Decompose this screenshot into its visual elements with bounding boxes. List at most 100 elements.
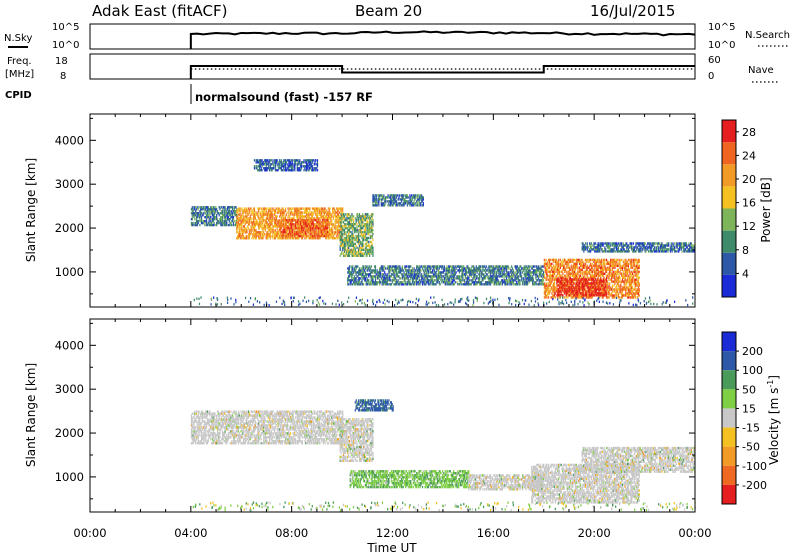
- scatter-cell: [271, 235, 273, 238]
- scatter-cell: [404, 202, 406, 205]
- scatter-cell: [343, 223, 346, 226]
- scatter-cell: [350, 281, 352, 284]
- scatter-cell: [281, 224, 283, 228]
- scatter-cell: [318, 230, 320, 234]
- scatter-cell: [375, 196, 377, 199]
- scatter-cell: [330, 233, 332, 236]
- scatter-cell: [279, 213, 282, 216]
- scatter-cell: [205, 217, 208, 221]
- scatter-cell: [236, 208, 238, 211]
- scatter-cell: [326, 219, 329, 222]
- scatter-cell: [352, 279, 354, 282]
- scatter-cell: [268, 229, 271, 232]
- scatter-cell: [259, 235, 261, 238]
- scatter-cell: [287, 226, 289, 230]
- scatter-cell: [280, 223, 282, 226]
- scatter-cell: [257, 221, 259, 224]
- scatter-cell: [372, 283, 374, 286]
- scatter-cell: [215, 210, 217, 213]
- scatter-cell: [228, 223, 230, 227]
- scatter-cell: [253, 223, 256, 226]
- scatter-cell: [416, 200, 419, 203]
- scatter-cell: [287, 231, 289, 234]
- scatter-cell: [347, 254, 349, 257]
- scatter-cell: [316, 224, 319, 228]
- scatter-cell: [384, 204, 386, 207]
- scatter-cell: [401, 196, 403, 199]
- scatter-cell: [310, 227, 313, 230]
- scatter-cell: [358, 271, 360, 274]
- scatter-cell: [342, 240, 344, 244]
- scatter-cell: [270, 227, 272, 230]
- scatter-cell: [226, 210, 228, 213]
- scatter-cell: [353, 267, 356, 270]
- scatter-cell: [224, 221, 226, 225]
- scatter-cell: [331, 215, 333, 218]
- scatter-cell: [225, 223, 227, 227]
- scatter-cell: [418, 200, 420, 203]
- scatter-cell: [236, 223, 238, 226]
- scatter-cell: [389, 200, 392, 203]
- scatter-cell: [346, 252, 348, 255]
- scatter-cell: [202, 206, 204, 209]
- scatter-cell: [253, 225, 256, 228]
- scatter-cell: [343, 224, 346, 228]
- scatter-cell: [378, 271, 380, 274]
- scatter-cell: [226, 221, 228, 225]
- scatter-cell: [344, 242, 346, 246]
- scatter-cell: [348, 254, 351, 257]
- scatter-cell: [307, 207, 309, 210]
- scatter-cell: [279, 237, 282, 240]
- scatter-cell: [372, 252, 374, 255]
- scatter-cell: [342, 252, 345, 255]
- scatter-cell: [369, 226, 372, 230]
- scatter-cell: [361, 244, 363, 248]
- scatter-cell: [371, 236, 373, 240]
- scatter-cell: [355, 277, 357, 280]
- scatter-cell: [306, 221, 309, 224]
- scatter-cell: [370, 269, 372, 272]
- scatter-cell: [355, 221, 357, 224]
- scatter-cell: [224, 217, 226, 221]
- scatter-cell: [261, 227, 263, 230]
- scatter-cell: [319, 213, 321, 216]
- scatter-cell: [200, 206, 203, 209]
- scatter-cell: [330, 235, 332, 238]
- scatter-cell: [321, 215, 323, 218]
- scatter-cell: [260, 237, 262, 240]
- scatter-cell: [262, 213, 264, 216]
- scatter-cell: [227, 215, 230, 219]
- scatter-cell: [243, 227, 246, 230]
- scatter-cell: [236, 237, 238, 240]
- scatter-cell: [308, 219, 310, 222]
- scatter-cell: [375, 194, 377, 197]
- scatter-cell: [406, 194, 409, 197]
- scatter-cell: [241, 207, 243, 210]
- scatter-cell: [388, 275, 390, 278]
- scatter-cell: [200, 221, 203, 225]
- scatter-cell: [369, 281, 372, 284]
- scatter-cell: [191, 223, 193, 227]
- scatter-cell: [227, 212, 230, 215]
- scatter-cell: [346, 238, 348, 242]
- scatter-cell: [310, 223, 313, 226]
- scatter-cell: [356, 230, 358, 234]
- scatter-cell: [297, 231, 299, 234]
- scatter-cell: [318, 223, 320, 226]
- scatter-cell: [300, 213, 302, 216]
- scatter-cell: [258, 233, 260, 236]
- scatter-cell: [349, 234, 351, 238]
- scatter-cell: [296, 215, 298, 218]
- scatter-cell: [332, 211, 334, 214]
- scatter-cell: [316, 211, 319, 214]
- scatter-cell: [322, 230, 324, 234]
- scatter-cell: [362, 271, 364, 274]
- scatter-cell: [318, 224, 320, 228]
- scatter-cell: [372, 223, 374, 226]
- scatter-cell: [312, 213, 314, 216]
- scatter-cell: [293, 224, 295, 228]
- date-title: 16/Jul/2015: [590, 2, 675, 20]
- scatter-cell: [329, 235, 331, 238]
- scatter-cell: [275, 223, 277, 226]
- scatter-cell: [299, 224, 301, 228]
